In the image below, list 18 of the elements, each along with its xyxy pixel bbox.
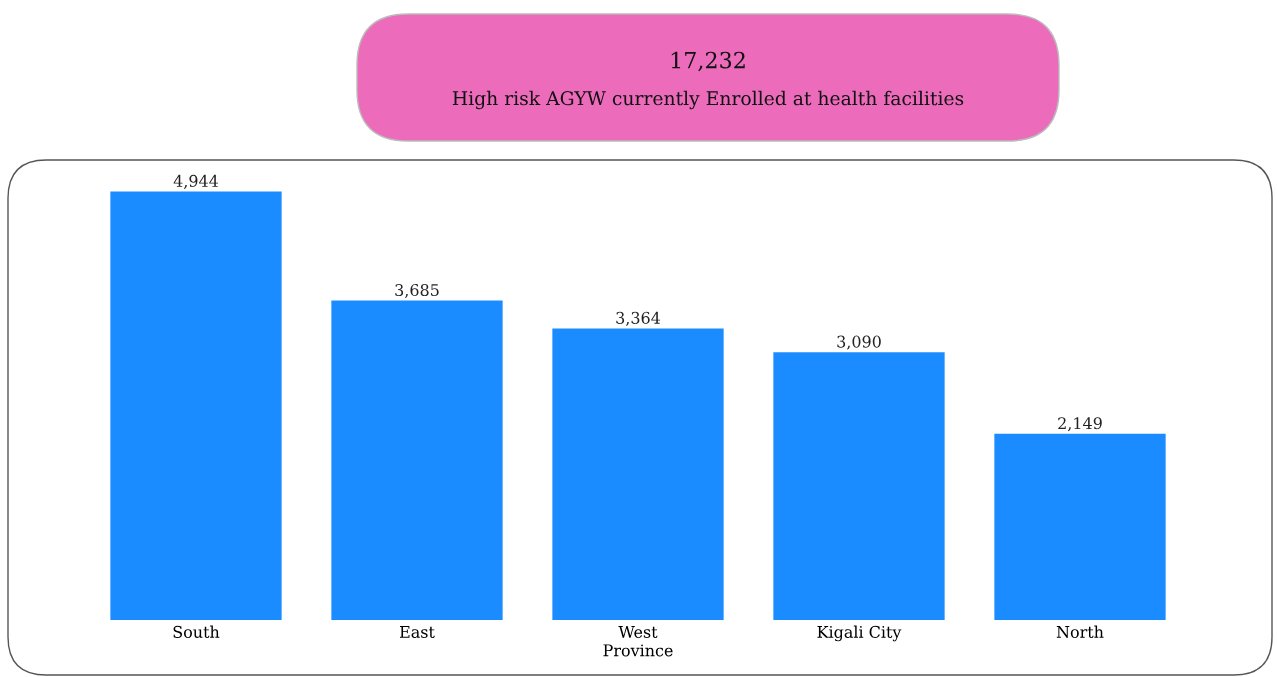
- bar: [773, 352, 945, 620]
- x-tick-label: South: [173, 625, 220, 638]
- data-label: 3,364: [616, 311, 661, 326]
- bar: [331, 300, 503, 620]
- data-label: 3,090: [837, 335, 881, 350]
- data-label: 3,685: [395, 284, 439, 299]
- bar: [110, 191, 282, 620]
- x-tick-label: West: [618, 626, 658, 638]
- x-tick-label: East: [399, 626, 435, 638]
- x-tick-label: Kigali City: [817, 625, 902, 642]
- chart-subtitle: High risk AGYW currently Enrolled at health facilities: [452, 90, 964, 110]
- data-label: 2,149: [1058, 417, 1102, 432]
- data-label: 4,944: [173, 174, 219, 189]
- x-tick-label: North: [1056, 625, 1104, 638]
- bar: [994, 433, 1166, 620]
- x-axis-title: Province: [603, 644, 673, 657]
- bar: [552, 328, 724, 620]
- chart-title: 17,232: [671, 51, 745, 72]
